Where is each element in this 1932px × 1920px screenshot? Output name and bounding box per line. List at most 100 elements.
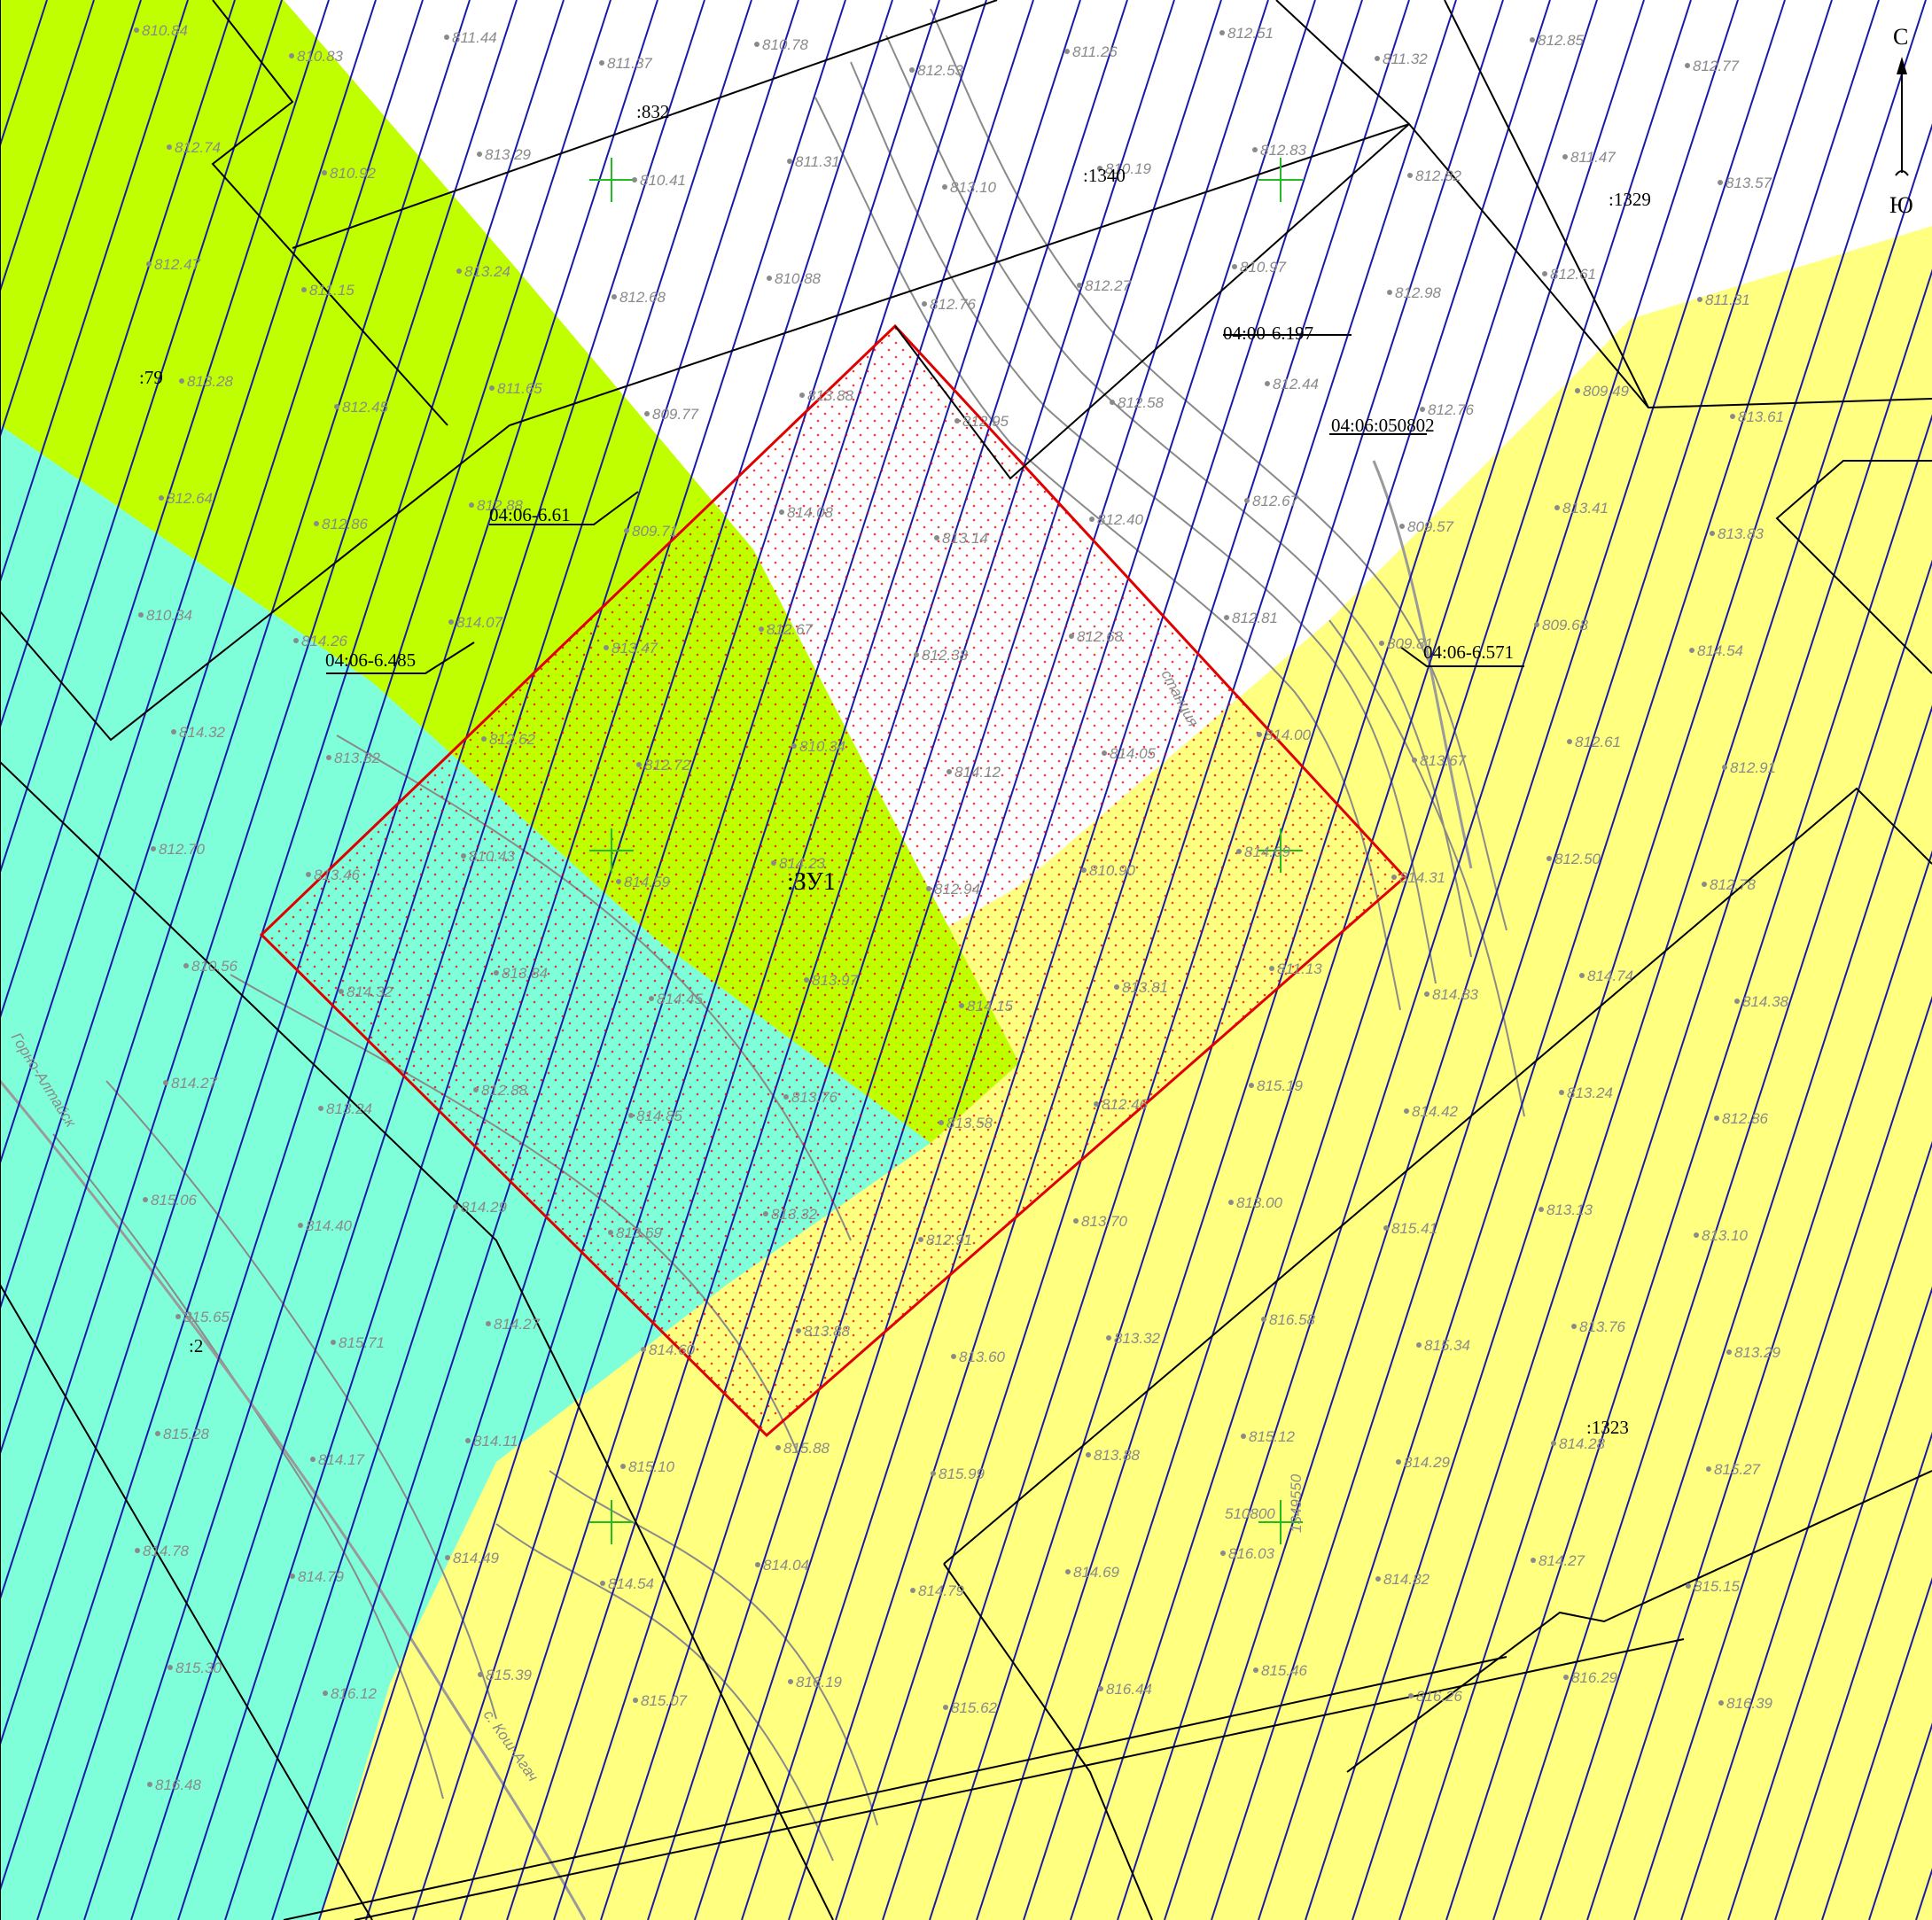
elevation-label: 814.85 (636, 1108, 683, 1124)
elevation-point-icon (1106, 1335, 1111, 1341)
hatch-line (0, 0, 330, 1021)
elevation-label: 814.60 (649, 1341, 696, 1358)
elevation-point-icon (318, 1106, 323, 1111)
elevation-point-icon (477, 152, 482, 157)
elevation-point-icon (469, 502, 474, 508)
elevation-point-icon (910, 1588, 915, 1593)
elevation-point-icon (175, 1314, 181, 1319)
elevation-label: 811.32 (1383, 51, 1428, 67)
elevation-label: 812.67 (1252, 493, 1299, 509)
elevation-label: 810.19 (1105, 160, 1152, 177)
elevation-point-icon (767, 276, 772, 281)
hatch-line (1492, 559, 1932, 1920)
elevation-point-icon (1531, 1558, 1536, 1563)
elevation-label: 814.54 (1697, 642, 1743, 659)
plot-zu1-outline[interactable] (259, 323, 1407, 1438)
elevation-label: 813.76 (1579, 1318, 1626, 1335)
elevation-point-icon (1261, 1317, 1266, 1322)
elevation-point-icon (489, 385, 495, 391)
elevation-label: 816.58 (1269, 1311, 1316, 1328)
elevation-point-icon (799, 393, 805, 398)
elevation-label: 813.57 (1726, 175, 1772, 191)
elevation-label: 815.06 (151, 1192, 198, 1209)
elevation-point-icon (947, 769, 952, 774)
elevation-point-icon (138, 612, 144, 618)
elevation-label: 814.79 (918, 1582, 965, 1599)
grid-label-north: 510800 (1225, 1505, 1275, 1522)
elevation-label: 813.61 (1738, 408, 1784, 425)
elevation-point-icon (1575, 388, 1580, 393)
elevation-point-icon (465, 1438, 471, 1443)
elevation-point-icon (179, 378, 184, 384)
zone-label-61: 04:06-6.61 (489, 504, 571, 525)
elevation-point-icon (641, 1347, 646, 1352)
elevation-label: 813.28 (187, 373, 234, 390)
elevation-point-icon (914, 652, 919, 657)
elevation-point-icon (1718, 1700, 1724, 1706)
elevation-label: 815.15 (1694, 1578, 1741, 1595)
elevation-point-icon (1416, 1342, 1422, 1348)
compass-south-letter: Ю (1889, 192, 1913, 218)
elevation-point-icon (754, 42, 760, 47)
elevation-point-icon (600, 1581, 605, 1586)
hatch-line (1633, 995, 1932, 1920)
hatch-line (0, 0, 189, 585)
elevation-point-icon (1563, 1675, 1569, 1680)
elevation-point-icon (1224, 615, 1229, 620)
hatch-line (0, 0, 377, 1166)
elevation-point-icon (1559, 1090, 1564, 1095)
elevation-point-icon (599, 60, 604, 66)
elevation-point-icon (959, 1003, 964, 1008)
elevation-label: 812.53 (917, 62, 964, 79)
hatch-line (1774, 1431, 1932, 1920)
elevation-label: 814.15 (967, 998, 1014, 1014)
elevation-point-icon (147, 1782, 152, 1787)
elevation-label: 814.32 (347, 983, 393, 1000)
plot-zu1-fill[interactable] (261, 326, 1405, 1435)
elevation-label: 812.95 (962, 413, 1009, 430)
hatch-line (1211, 0, 1833, 1920)
elevation-point-icon (632, 177, 637, 183)
elevation-point-icon (1571, 1324, 1577, 1329)
hatch-line (1305, 0, 1927, 1920)
elevation-point-icon (1387, 290, 1392, 295)
elevation-point-icon (1228, 1200, 1234, 1205)
elevation-label: 814.29 (1404, 1454, 1451, 1471)
hatch-line (1398, 268, 1932, 1920)
elevation-point-icon (1065, 1569, 1071, 1574)
elevation-point-icon (1685, 63, 1690, 68)
cyan-zone[interactable] (0, 425, 931, 1920)
elevation-point-icon (339, 989, 344, 994)
elevation-point-icon (151, 846, 156, 851)
elevation-label: 812.62 (489, 731, 536, 748)
elevation-point-icon (1722, 765, 1727, 770)
elevation-point-icon (478, 1672, 483, 1677)
elevation-point-icon (1244, 498, 1250, 503)
elevation-label: 812.88 (481, 1082, 528, 1099)
elevation-label: 812.40 (1097, 511, 1144, 528)
elevation-point-icon (788, 1679, 793, 1684)
elevation-label: 811.47 (1570, 149, 1616, 166)
elevation-point-icon (1253, 1667, 1258, 1673)
elevation-point-icon (1710, 531, 1715, 536)
elevation-point-icon (326, 755, 331, 760)
elevation-point-icon (306, 872, 311, 877)
elevation-label: 810.92 (330, 165, 377, 182)
elevation-label: 813.58 (947, 1115, 993, 1131)
elevation-label: 813.00 (1236, 1194, 1283, 1211)
elevation-label: 812.51 (1227, 25, 1274, 42)
elevation-label: 811.15 (309, 282, 354, 299)
elevation-point-icon (763, 1211, 768, 1217)
elevation-label: 812.58 (1118, 394, 1165, 411)
elevation-point-icon (331, 1340, 336, 1345)
elevation-label: 812.91 (1730, 759, 1776, 776)
elevation-point-icon (146, 261, 152, 267)
elevation-point-icon (649, 996, 654, 1001)
elevation-point-icon (1539, 1207, 1544, 1212)
elevation-point-icon (1094, 1101, 1099, 1107)
elevation-label: 813.32 (771, 1206, 818, 1223)
elevation-point-icon (1567, 739, 1572, 744)
elevation-label: 816.39 (1726, 1695, 1773, 1712)
